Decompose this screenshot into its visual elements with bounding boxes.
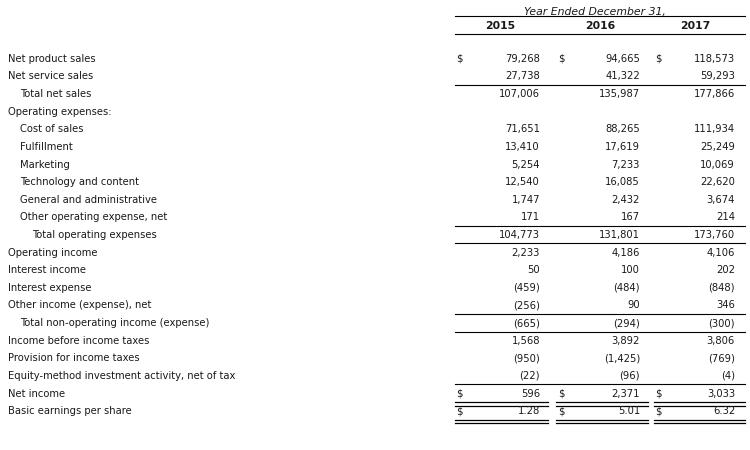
Text: 16,085: 16,085	[605, 177, 640, 187]
Text: 4,186: 4,186	[612, 248, 640, 257]
Text: 25,249: 25,249	[700, 142, 735, 152]
Text: $: $	[558, 54, 565, 64]
Text: 3,806: 3,806	[706, 336, 735, 346]
Text: 4,106: 4,106	[706, 248, 735, 257]
Text: 2017: 2017	[680, 21, 710, 31]
Text: Marketing: Marketing	[20, 159, 70, 170]
Text: (294): (294)	[614, 318, 640, 328]
Text: 167: 167	[621, 212, 640, 222]
Text: 2015: 2015	[485, 21, 515, 31]
Text: $: $	[456, 54, 463, 64]
Text: 5.01: 5.01	[618, 406, 640, 416]
Text: (4): (4)	[721, 371, 735, 381]
Text: 1,568: 1,568	[512, 336, 540, 346]
Text: 131,801: 131,801	[599, 230, 640, 240]
Text: 3,674: 3,674	[706, 195, 735, 205]
Text: 22,620: 22,620	[700, 177, 735, 187]
Text: Basic earnings per share: Basic earnings per share	[8, 406, 132, 416]
Text: 2,233: 2,233	[512, 248, 540, 257]
Text: 171: 171	[520, 212, 540, 222]
Text: (256): (256)	[513, 301, 540, 310]
Text: 111,934: 111,934	[694, 124, 735, 134]
Text: $: $	[655, 388, 662, 399]
Text: (459): (459)	[513, 283, 540, 293]
Text: Equity-method investment activity, net of tax: Equity-method investment activity, net o…	[8, 371, 236, 381]
Text: $: $	[558, 388, 565, 399]
Text: 118,573: 118,573	[694, 54, 735, 64]
Text: 173,760: 173,760	[694, 230, 735, 240]
Text: 7,233: 7,233	[612, 159, 640, 170]
Text: 12,540: 12,540	[506, 177, 540, 187]
Text: 346: 346	[716, 301, 735, 310]
Text: Provision for income taxes: Provision for income taxes	[8, 353, 140, 363]
Text: 71,651: 71,651	[505, 124, 540, 134]
Text: 107,006: 107,006	[499, 89, 540, 99]
Text: 1,747: 1,747	[512, 195, 540, 205]
Text: 3,033: 3,033	[706, 388, 735, 399]
Text: (22): (22)	[520, 371, 540, 381]
Text: 41,322: 41,322	[605, 72, 640, 81]
Text: 104,773: 104,773	[499, 230, 540, 240]
Text: $: $	[558, 406, 565, 416]
Text: $: $	[456, 388, 463, 399]
Text: 202: 202	[716, 265, 735, 275]
Text: Year Ended December 31,: Year Ended December 31,	[524, 7, 666, 17]
Text: 94,665: 94,665	[605, 54, 640, 64]
Text: Fulfillment: Fulfillment	[20, 142, 73, 152]
Text: (1,425): (1,425)	[604, 353, 640, 363]
Text: 90: 90	[627, 301, 640, 310]
Text: 1.28: 1.28	[518, 406, 540, 416]
Text: $: $	[655, 54, 662, 64]
Text: 2016: 2016	[585, 21, 615, 31]
Text: (848): (848)	[709, 283, 735, 293]
Text: 214: 214	[716, 212, 735, 222]
Text: Cost of sales: Cost of sales	[20, 124, 83, 134]
Text: Operating income: Operating income	[8, 248, 98, 257]
Text: 6.32: 6.32	[712, 406, 735, 416]
Text: (484): (484)	[614, 283, 640, 293]
Text: Interest expense: Interest expense	[8, 283, 92, 293]
Text: Net income: Net income	[8, 388, 65, 399]
Text: 88,265: 88,265	[605, 124, 640, 134]
Text: 135,987: 135,987	[598, 89, 640, 99]
Text: 27,738: 27,738	[506, 72, 540, 81]
Text: $: $	[655, 406, 662, 416]
Text: 100: 100	[621, 265, 640, 275]
Text: 59,293: 59,293	[700, 72, 735, 81]
Text: Total non-operating income (expense): Total non-operating income (expense)	[20, 318, 209, 328]
Text: 2,371: 2,371	[611, 388, 640, 399]
Text: Income before income taxes: Income before income taxes	[8, 336, 149, 346]
Text: 2,432: 2,432	[612, 195, 640, 205]
Text: 50: 50	[527, 265, 540, 275]
Text: (300): (300)	[709, 318, 735, 328]
Text: Other income (expense), net: Other income (expense), net	[8, 301, 152, 310]
Text: Net service sales: Net service sales	[8, 72, 93, 81]
Text: 177,866: 177,866	[694, 89, 735, 99]
Text: Technology and content: Technology and content	[20, 177, 139, 187]
Text: 10,069: 10,069	[700, 159, 735, 170]
Text: 3,892: 3,892	[612, 336, 640, 346]
Text: 17,619: 17,619	[605, 142, 640, 152]
Text: 596: 596	[520, 388, 540, 399]
Text: (769): (769)	[708, 353, 735, 363]
Text: 79,268: 79,268	[506, 54, 540, 64]
Text: (950): (950)	[513, 353, 540, 363]
Text: Operating expenses:: Operating expenses:	[8, 107, 112, 117]
Text: Net product sales: Net product sales	[8, 54, 96, 64]
Text: Other operating expense, net: Other operating expense, net	[20, 212, 167, 222]
Text: 5,254: 5,254	[512, 159, 540, 170]
Text: Interest income: Interest income	[8, 265, 86, 275]
Text: $: $	[456, 406, 463, 416]
Text: (96): (96)	[620, 371, 640, 381]
Text: 13,410: 13,410	[506, 142, 540, 152]
Text: Total net sales: Total net sales	[20, 89, 92, 99]
Text: Total operating expenses: Total operating expenses	[32, 230, 157, 240]
Text: (665): (665)	[513, 318, 540, 328]
Text: General and administrative: General and administrative	[20, 195, 157, 205]
